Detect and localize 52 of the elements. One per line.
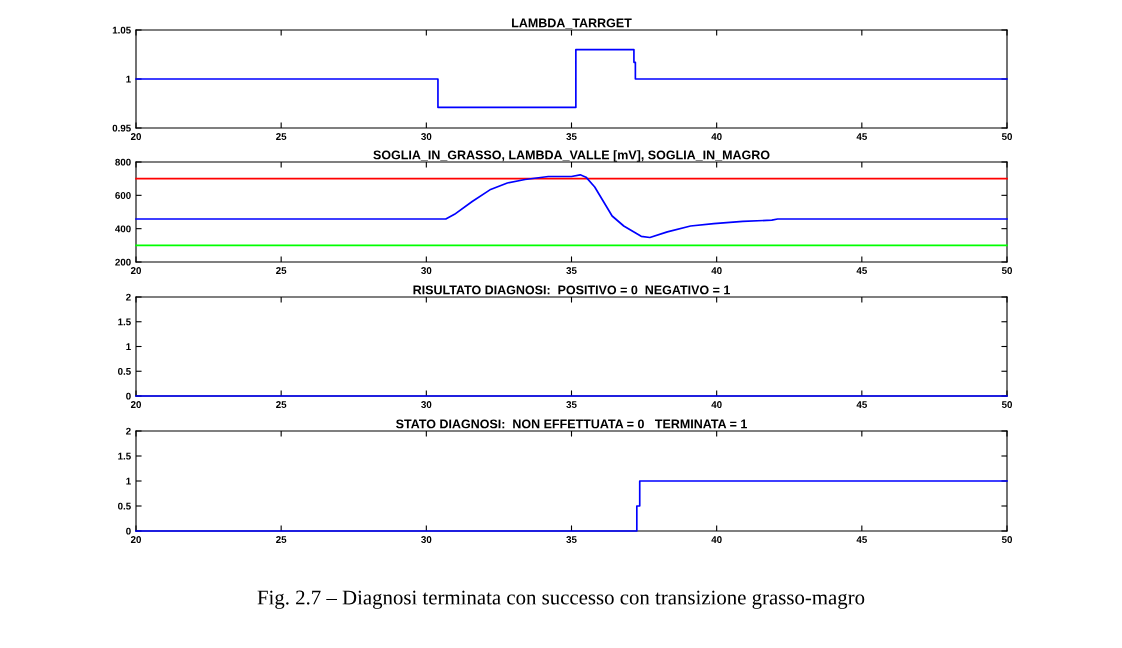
chart-title: STATO DIAGNOSI: NON EFFETTUATA = 0 TERMINATA = 1 — [396, 419, 747, 429]
x-tick-label: 40 — [711, 401, 722, 408]
x-tick-label: 25 — [276, 267, 287, 274]
y-tick-label: 1.5 — [118, 318, 131, 326]
y-tick-label: 2 — [126, 427, 131, 435]
x-tick-label: 50 — [1001, 401, 1013, 408]
y-tick-label: 400 — [115, 225, 131, 233]
x-tick-label: 20 — [130, 536, 142, 543]
x-tick-label: 35 — [566, 133, 577, 141]
chart-title: SOGLIA_IN_GRASSO, LAMBDA_VALLE [mV], SOGLIA_IN_MAGRO — [373, 150, 770, 162]
y-tick-label: 800 — [115, 158, 131, 166]
line-series — [135, 173, 1008, 239]
x-tick-label: 50 — [1001, 267, 1013, 274]
y-tick-label: 0.5 — [118, 502, 131, 510]
x-tick-label: 20 — [130, 401, 142, 408]
x-tick-label: 35 — [566, 401, 577, 409]
x-tick-label: 40 — [711, 133, 722, 140]
y-tick-label: 1 — [126, 343, 131, 351]
x-tick-label: 25 — [276, 133, 287, 140]
y-tick-label: 0.5 — [118, 367, 131, 375]
x-tick-label: 35 — [566, 536, 577, 544]
y-tick-label: 0 — [126, 392, 131, 400]
x-tick-label: 25 — [276, 536, 287, 543]
x-tick-label: 30 — [421, 267, 432, 275]
x-tick-label: 30 — [421, 133, 432, 141]
y-tick-label: 0.95 — [112, 124, 131, 132]
x-tick-label: 45 — [856, 536, 867, 543]
chart-title: RISULTATO DIAGNOSI: POSITIVO = 0 NEGATIVO = 1 — [413, 285, 730, 295]
x-tick-label: 50 — [1001, 133, 1013, 140]
x-tick-label: 20 — [130, 133, 142, 140]
x-tick-label: 45 — [856, 267, 867, 274]
x-tick-label: 45 — [856, 401, 867, 408]
x-tick-label: 40 — [711, 536, 722, 543]
x-tick-label: 50 — [1001, 536, 1013, 543]
y-tick-label: 1 — [126, 477, 131, 485]
y-tick-label: 1 — [126, 75, 131, 83]
x-tick-label: 25 — [276, 401, 287, 408]
chart-title: LAMBDA_TARRGET — [512, 18, 632, 29]
x-tick-label: 30 — [421, 536, 432, 544]
line-series — [135, 48, 1008, 109]
y-tick-label: 2 — [126, 293, 131, 301]
y-tick-label: 1.05 — [112, 26, 131, 34]
y-tick-label: 0 — [126, 527, 131, 535]
x-tick-label: 35 — [566, 267, 577, 275]
x-tick-label: 20 — [130, 267, 142, 274]
y-tick-label: 600 — [115, 192, 131, 199]
y-tick-label: 200 — [115, 258, 131, 266]
y-tick-label: 1.5 — [118, 452, 131, 460]
x-tick-label: 40 — [711, 267, 722, 274]
x-tick-label: 30 — [421, 401, 432, 409]
caption: Fig. 2.7 – Diagnosi terminata con successo con transizione grasso-magro — [257, 590, 865, 609]
x-tick-label: 45 — [856, 133, 867, 140]
